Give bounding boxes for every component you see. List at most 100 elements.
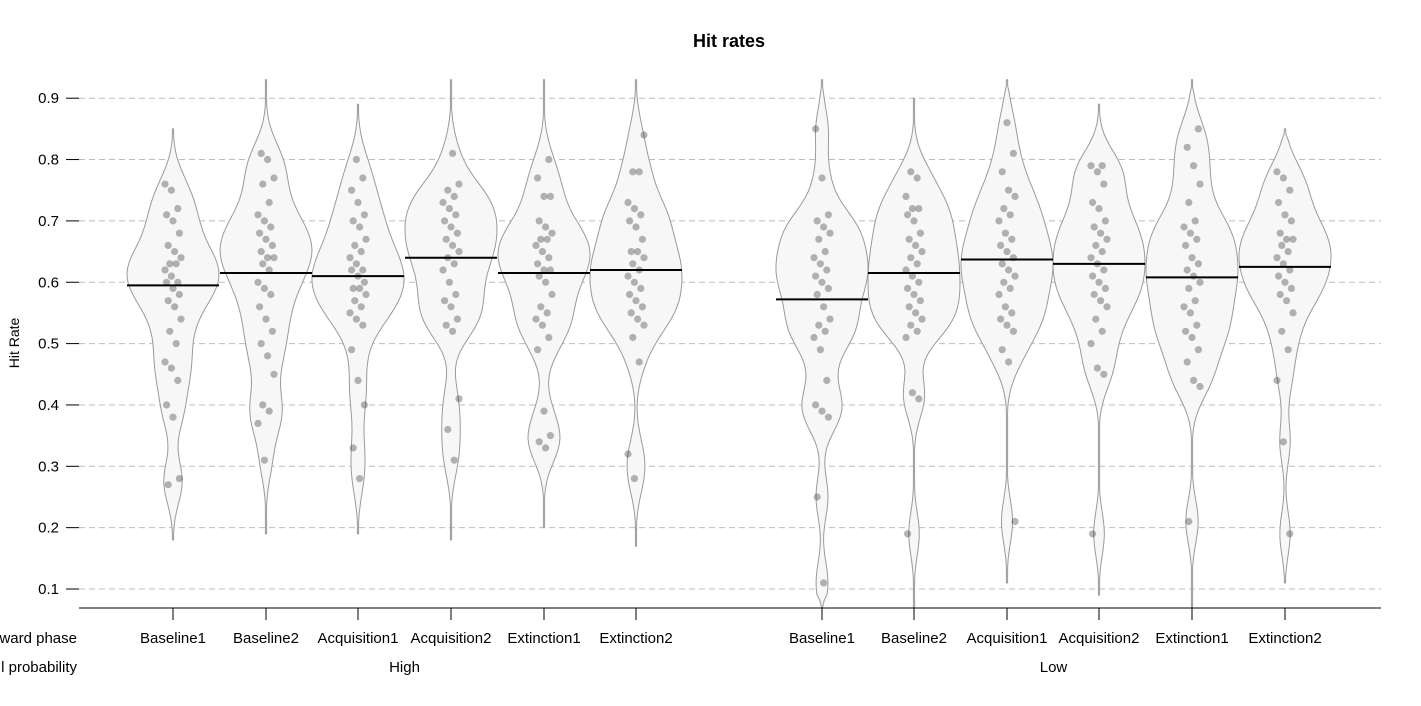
data-point (1273, 254, 1281, 262)
data-point (1275, 198, 1283, 207)
data-point (1008, 235, 1016, 243)
data-point (902, 333, 910, 342)
data-point (453, 229, 461, 237)
violin-high-baseline1 (126, 128, 220, 541)
data-point (548, 229, 556, 237)
data-point (1287, 217, 1295, 225)
data-point (998, 168, 1006, 176)
data-point (818, 278, 826, 286)
data-point (1003, 119, 1011, 127)
data-point (534, 174, 542, 182)
data-point (542, 444, 550, 452)
data-point (1196, 278, 1204, 286)
data-point (262, 235, 270, 243)
y-tick-label: 0.7 (38, 213, 59, 230)
data-point (902, 266, 910, 274)
data-point (907, 168, 915, 176)
data-point (546, 432, 555, 440)
data-point (824, 284, 833, 292)
data-point (441, 297, 449, 305)
data-point (177, 315, 185, 323)
violin-high-extinction2 (589, 79, 683, 547)
y-axis-title: Hit Rate (6, 318, 22, 369)
data-point (1284, 248, 1292, 256)
violin-low-baseline1 (775, 79, 869, 608)
data-point (543, 309, 551, 317)
data-point (259, 260, 267, 268)
data-point (270, 370, 278, 378)
data-point (535, 438, 543, 446)
data-point (268, 327, 276, 335)
data-point (1003, 321, 1011, 329)
data-point (810, 254, 818, 262)
data-point (1196, 180, 1204, 188)
data-point (1092, 315, 1100, 323)
data-point (1276, 229, 1284, 237)
data-point (1100, 370, 1108, 378)
data-point (167, 364, 175, 372)
data-point (1188, 254, 1196, 262)
data-point (164, 297, 172, 305)
data-point (259, 180, 267, 188)
data-point (1011, 192, 1019, 200)
data-point (630, 475, 639, 483)
data-point (348, 266, 356, 274)
y-tick-label: 0.1 (38, 581, 59, 598)
data-point (1194, 346, 1202, 354)
data-point (812, 125, 820, 133)
data-point (167, 272, 175, 280)
data-point (1279, 174, 1287, 182)
data-point (627, 248, 635, 256)
data-point (907, 321, 915, 329)
group-label: High (389, 659, 420, 676)
data-point (452, 211, 460, 219)
data-point (442, 235, 450, 243)
data-point (449, 327, 457, 335)
data-point (1182, 327, 1190, 335)
data-point (161, 180, 169, 188)
data-point (910, 290, 918, 299)
data-point (265, 198, 273, 207)
data-point (629, 333, 637, 342)
factor-label-phase: ward phase (0, 630, 77, 647)
data-point (1098, 248, 1106, 256)
category-label: Acquisition2 (1059, 630, 1140, 647)
data-point (349, 284, 357, 292)
data-point (637, 284, 645, 292)
y-tick-label: 0.4 (38, 397, 59, 414)
data-point (1092, 241, 1100, 249)
data-point (1089, 272, 1097, 280)
data-point (538, 321, 547, 329)
data-point (346, 309, 354, 317)
data-point (995, 217, 1003, 225)
category-label: Acquisition1 (318, 630, 399, 647)
data-point (360, 211, 368, 219)
data-point (352, 260, 360, 268)
data-point (1090, 290, 1098, 299)
data-point (818, 174, 826, 182)
data-point (449, 149, 457, 157)
data-point (1281, 211, 1289, 219)
data-point (1087, 340, 1095, 348)
data-point (445, 205, 453, 213)
data-point (357, 248, 365, 256)
data-point (535, 272, 543, 280)
data-point (1194, 125, 1202, 133)
y-tick-label: 0.6 (38, 274, 59, 291)
data-point (256, 229, 264, 237)
data-point (1001, 229, 1010, 237)
data-points (161, 119, 1297, 587)
data-point (1000, 205, 1008, 213)
y-tick-label: 0.5 (38, 336, 59, 353)
data-point (1001, 303, 1010, 311)
data-point (640, 254, 648, 262)
data-point (908, 205, 917, 213)
category-label: Baseline2 (881, 630, 947, 647)
data-point (260, 217, 268, 225)
data-point (175, 475, 183, 483)
data-point (532, 315, 540, 323)
data-point (638, 235, 647, 243)
data-point (1100, 180, 1108, 188)
data-point (810, 333, 818, 342)
data-point (445, 278, 453, 286)
